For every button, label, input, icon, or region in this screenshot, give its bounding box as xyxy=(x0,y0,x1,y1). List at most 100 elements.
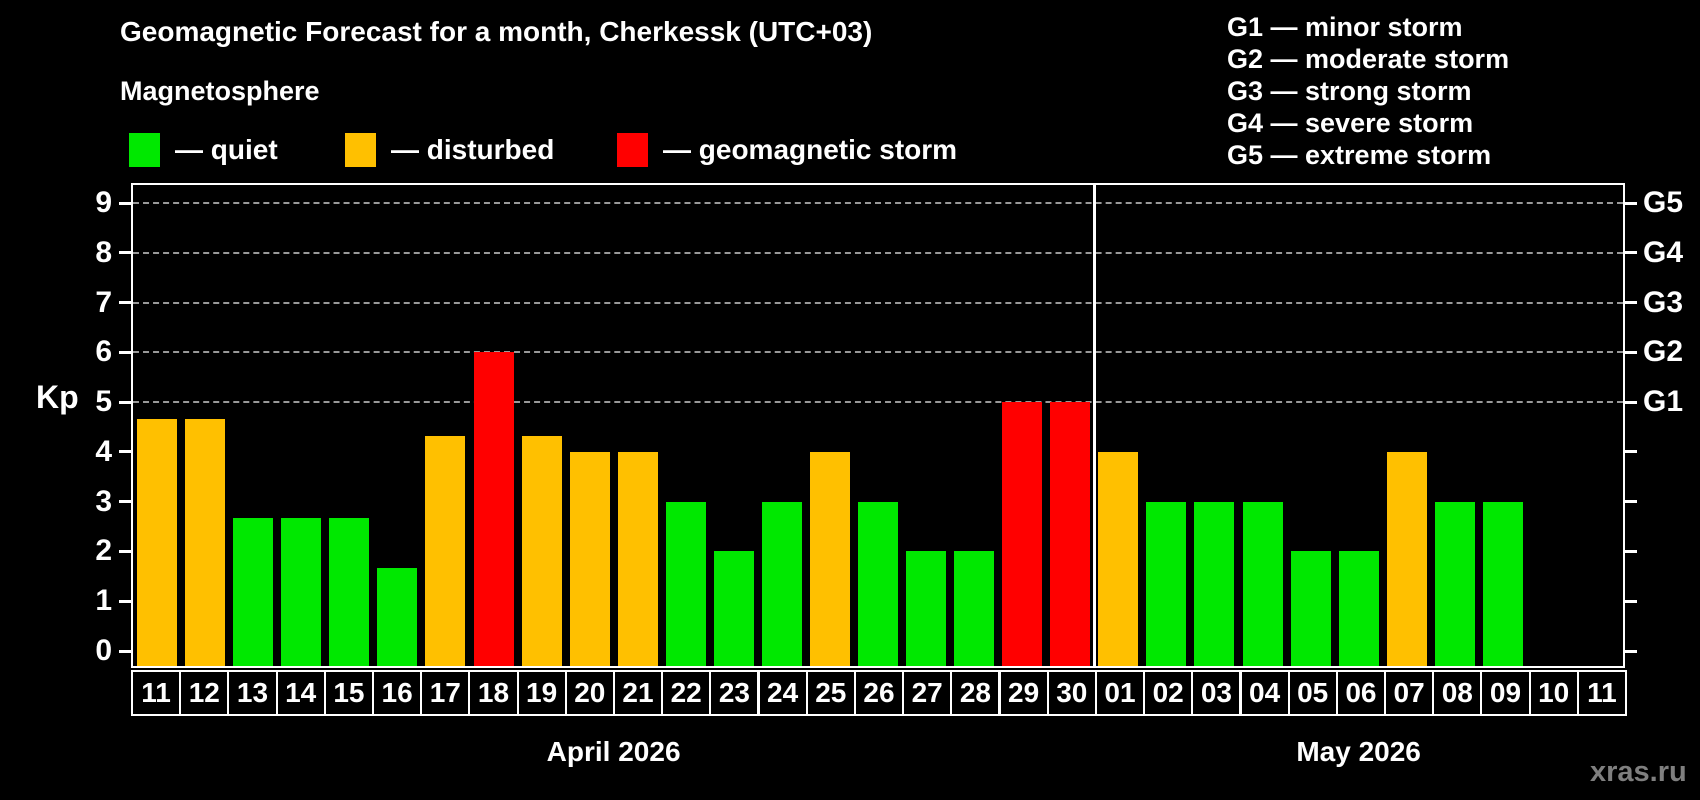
plot-area xyxy=(131,183,1625,668)
g3-legend-line: G3 — strong storm xyxy=(1227,76,1472,106)
right-tick-kp3 xyxy=(1625,500,1637,504)
left-tick-kp0 xyxy=(119,649,131,653)
day-label-30: 30 xyxy=(1046,670,1097,716)
kp-bar-23 xyxy=(713,551,754,666)
g-axis-label-G5: G5 xyxy=(1643,186,1684,219)
g-scale-legend: G1 — minor storm G2 — moderate storm G3 … xyxy=(1227,11,1509,171)
kp-bar-22 xyxy=(665,501,706,666)
kp-bar-06 xyxy=(1338,551,1379,666)
day-label-26: 26 xyxy=(853,670,905,716)
legend-item-quiet: — quiet xyxy=(129,133,278,167)
day-label-05: 05 xyxy=(1287,670,1338,716)
legend-item-disturbed: — disturbed xyxy=(345,133,554,167)
right-tick-kp6 xyxy=(1625,350,1637,354)
disturbed-color-swatch xyxy=(345,133,376,167)
day-label-28: 28 xyxy=(950,670,1001,716)
gridline-kp6 xyxy=(133,351,1623,354)
y-tick-label-2: 2 xyxy=(95,534,112,568)
kp-bar-14 xyxy=(281,518,322,666)
day-label-27: 27 xyxy=(902,670,953,716)
legend-item-storm: — geomagnetic storm xyxy=(617,133,957,167)
day-label-24: 24 xyxy=(757,670,808,716)
g-axis-label-G1: G1 xyxy=(1643,385,1684,419)
kp-bar-17 xyxy=(425,435,466,666)
left-tick-kp3 xyxy=(119,500,131,504)
kp-bar-29 xyxy=(1002,402,1043,666)
month-divider xyxy=(1092,185,1096,666)
kp-bar-27 xyxy=(906,551,947,666)
day-label-04: 04 xyxy=(1239,670,1290,716)
y-tick-label-9: 9 xyxy=(95,186,112,219)
legend-label-disturbed: — disturbed xyxy=(391,134,555,165)
day-label-29: 29 xyxy=(998,670,1049,716)
day-label-17: 17 xyxy=(420,670,471,716)
right-tick-kp1 xyxy=(1625,599,1637,603)
magnetosphere-subtitle: Magnetosphere xyxy=(120,76,320,106)
g4-legend-line: G4 — severe storm xyxy=(1227,108,1474,138)
kp-bar-11 xyxy=(137,418,178,666)
kp-bar-05 xyxy=(1290,551,1331,666)
right-tick-kp4 xyxy=(1625,450,1637,454)
day-label-15: 15 xyxy=(323,670,374,716)
day-label-11: 11 xyxy=(131,670,182,716)
day-label-25: 25 xyxy=(805,670,856,716)
day-label-12: 12 xyxy=(179,670,230,716)
day-label-07: 07 xyxy=(1384,670,1435,716)
kp-bar-28 xyxy=(954,551,995,666)
g-axis-label-G2: G2 xyxy=(1643,335,1684,369)
right-tick-kp2 xyxy=(1625,549,1637,553)
y-tick-label-4: 4 xyxy=(95,434,112,468)
day-label-14: 14 xyxy=(275,670,326,716)
y-tick-label-7: 7 xyxy=(95,285,112,319)
day-label-23: 23 xyxy=(709,670,760,716)
kp-bar-16 xyxy=(377,567,418,666)
left-tick-kp7 xyxy=(119,301,131,305)
day-label-18: 18 xyxy=(468,670,519,716)
left-tick-kp2 xyxy=(119,549,131,553)
kp-bar-30 xyxy=(1050,402,1091,666)
kp-bar-15 xyxy=(329,518,370,666)
day-label-09: 09 xyxy=(1480,670,1531,716)
kp-bar-26 xyxy=(858,501,899,666)
gridline-kp7 xyxy=(133,301,1623,304)
y-tick-label-6: 6 xyxy=(95,335,112,369)
day-label-03: 03 xyxy=(1191,670,1242,716)
left-tick-kp5 xyxy=(119,400,131,404)
g-axis-label-G4: G4 xyxy=(1643,235,1684,269)
kp-bar-02 xyxy=(1146,501,1187,666)
day-label-16: 16 xyxy=(372,670,423,716)
left-tick-kp9 xyxy=(119,201,131,205)
day-label-21: 21 xyxy=(612,670,664,716)
right-tick-kp0 xyxy=(1625,649,1637,653)
kp-bar-03 xyxy=(1194,501,1235,666)
month-label-0: April 2026 xyxy=(546,736,681,767)
g2-legend-line: G2 — moderate storm xyxy=(1227,44,1510,74)
y-tick-label-3: 3 xyxy=(95,484,112,518)
kp-bar-07 xyxy=(1386,451,1427,666)
kp-bar-04 xyxy=(1242,501,1283,666)
g-axis-label-G3: G3 xyxy=(1643,285,1684,319)
day-label-02: 02 xyxy=(1143,670,1194,716)
right-tick-kp5 xyxy=(1625,400,1637,404)
chart-title: Geomagnetic Forecast for a month, Cherke… xyxy=(120,16,873,47)
xras-watermark: xras.ru xyxy=(1590,756,1687,788)
kp-bar-08 xyxy=(1434,501,1475,666)
kp-bar-20 xyxy=(569,451,610,666)
day-label-11: 11 xyxy=(1576,670,1627,716)
gridline-kp9 xyxy=(133,202,1623,204)
storm-color-swatch xyxy=(617,133,648,167)
y-tick-label-5: 5 xyxy=(95,385,112,419)
kp-bar-12 xyxy=(185,418,226,666)
day-label-06: 06 xyxy=(1335,670,1386,716)
right-tick-kp8 xyxy=(1625,251,1637,255)
kp-bar-18 xyxy=(473,352,514,666)
kp-bar-19 xyxy=(521,435,562,666)
legend-label-quiet: — quiet xyxy=(175,134,278,165)
y-tick-label-1: 1 xyxy=(95,584,112,618)
left-tick-kp1 xyxy=(119,599,131,603)
quiet-color-swatch xyxy=(129,133,160,167)
day-label-10: 10 xyxy=(1528,670,1579,716)
kp-axis-title: Kp xyxy=(36,379,79,415)
kp-bar-21 xyxy=(617,451,658,666)
